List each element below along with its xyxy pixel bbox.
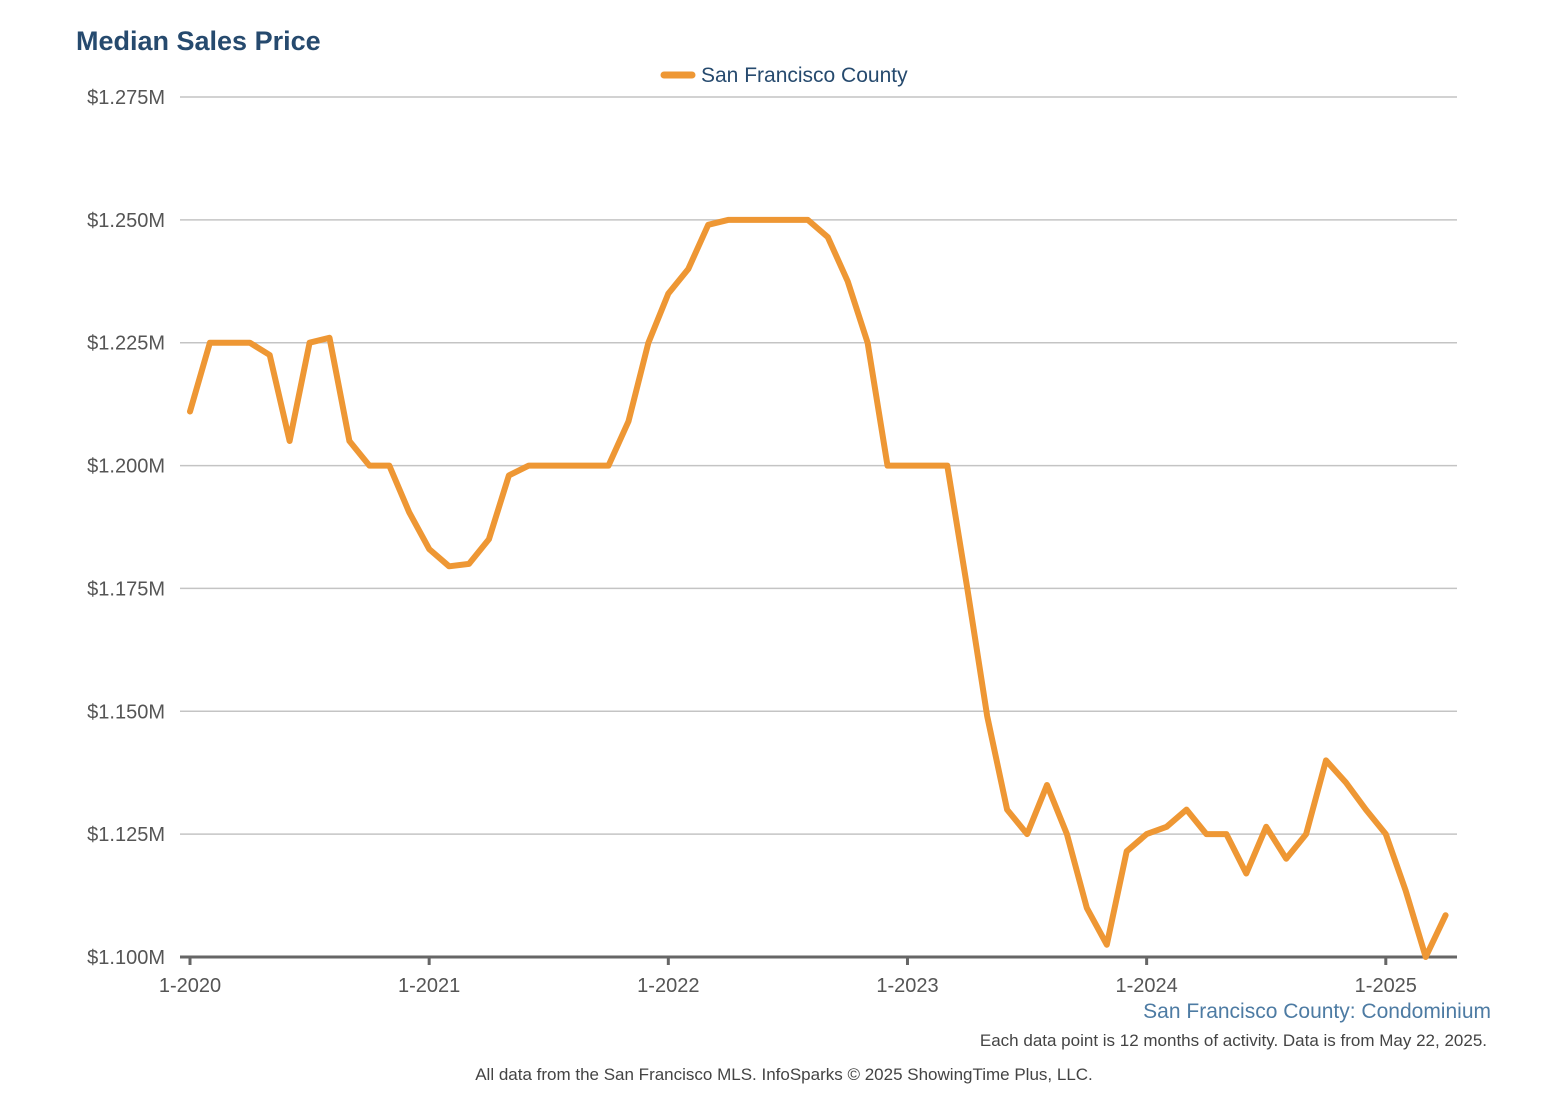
y-tick-label: $1.200M bbox=[87, 456, 165, 478]
data-point[interactable] bbox=[784, 216, 792, 224]
data-point[interactable] bbox=[1282, 855, 1290, 863]
data-point[interactable] bbox=[1322, 756, 1330, 764]
footer-source: All data from the San Francisco MLS. Inf… bbox=[475, 1065, 1093, 1084]
data-point[interactable] bbox=[1402, 887, 1410, 895]
data-point[interactable] bbox=[864, 339, 872, 347]
data-point[interactable] bbox=[943, 462, 951, 470]
data-point[interactable] bbox=[664, 290, 672, 298]
y-tick-label: $1.175M bbox=[87, 578, 165, 600]
data-point[interactable] bbox=[1163, 823, 1171, 831]
x-tick-label: 1-2021 bbox=[398, 975, 460, 997]
y-tick-label: $1.225M bbox=[87, 333, 165, 355]
data-point[interactable] bbox=[545, 462, 553, 470]
data-point[interactable] bbox=[345, 437, 353, 445]
data-point[interactable] bbox=[844, 277, 852, 285]
y-tick-label: $1.100M bbox=[87, 947, 165, 969]
data-point[interactable] bbox=[1183, 806, 1191, 814]
data-point[interactable] bbox=[425, 545, 433, 553]
data-point[interactable] bbox=[585, 462, 593, 470]
data-point[interactable] bbox=[206, 339, 214, 347]
data-point[interactable] bbox=[764, 216, 772, 224]
data-point[interactable] bbox=[1202, 830, 1210, 838]
series-layer bbox=[187, 216, 1449, 960]
data-point[interactable] bbox=[1003, 806, 1011, 814]
data-point[interactable] bbox=[1342, 779, 1350, 787]
data-point[interactable] bbox=[405, 508, 413, 516]
data-point[interactable] bbox=[1362, 806, 1370, 814]
data-point[interactable] bbox=[644, 339, 652, 347]
data-point[interactable] bbox=[365, 462, 373, 470]
y-axis-ticks: $1.100M $1.125M $1.150M $1.175M $1.200M $1.22… bbox=[87, 87, 165, 969]
legend[interactable]: San Francisco County bbox=[660, 64, 908, 87]
x-axis: 1-2020 1-2021 1-2022 1-2023 1-2024 1-2025 bbox=[159, 955, 1457, 997]
data-point[interactable] bbox=[445, 562, 453, 570]
data-point[interactable] bbox=[1143, 830, 1151, 838]
data-point[interactable] bbox=[605, 462, 613, 470]
data-point[interactable] bbox=[804, 216, 812, 224]
data-point[interactable] bbox=[266, 351, 274, 359]
data-point[interactable] bbox=[525, 462, 533, 470]
data-point[interactable] bbox=[1262, 823, 1270, 831]
footer-subtitle: San Francisco County: Condominium bbox=[1143, 1000, 1491, 1023]
data-point[interactable] bbox=[1023, 830, 1031, 838]
data-point[interactable] bbox=[186, 408, 194, 416]
data-point[interactable] bbox=[1422, 953, 1430, 961]
chart-title: Median Sales Price bbox=[76, 26, 321, 56]
data-point[interactable] bbox=[963, 584, 971, 592]
x-tick-label: 1-2025 bbox=[1355, 975, 1417, 997]
legend-label: San Francisco County bbox=[701, 64, 908, 87]
data-point[interactable] bbox=[465, 560, 473, 568]
footer-note: Each data point is 12 months of activity… bbox=[980, 1031, 1487, 1050]
data-point[interactable] bbox=[625, 417, 633, 425]
data-point[interactable] bbox=[306, 339, 314, 347]
data-point[interactable] bbox=[565, 462, 573, 470]
data-point[interactable] bbox=[286, 437, 294, 445]
data-point[interactable] bbox=[1043, 781, 1051, 789]
x-tick-label: 1-2023 bbox=[876, 975, 938, 997]
data-point[interactable] bbox=[684, 265, 692, 273]
data-point[interactable] bbox=[744, 216, 752, 224]
data-point[interactable] bbox=[1442, 911, 1450, 919]
data-point[interactable] bbox=[1063, 830, 1071, 838]
data-point[interactable] bbox=[1382, 830, 1390, 838]
data-point[interactable] bbox=[704, 221, 712, 229]
data-point[interactable] bbox=[1222, 830, 1230, 838]
data-point[interactable] bbox=[1302, 830, 1310, 838]
data-point[interactable] bbox=[824, 233, 832, 241]
data-point[interactable] bbox=[246, 339, 254, 347]
y-tick-label: $1.250M bbox=[87, 210, 165, 232]
data-point[interactable] bbox=[1083, 904, 1091, 912]
data-point[interactable] bbox=[983, 712, 991, 720]
data-point[interactable] bbox=[226, 339, 234, 347]
series-line-san-francisco-county[interactable] bbox=[187, 216, 1449, 960]
data-point[interactable] bbox=[724, 216, 732, 224]
data-point[interactable] bbox=[385, 462, 393, 470]
y-tick-label: $1.275M bbox=[87, 87, 165, 109]
data-point[interactable] bbox=[1103, 941, 1111, 949]
data-point[interactable] bbox=[326, 334, 334, 342]
data-point[interactable] bbox=[485, 535, 493, 543]
data-point[interactable] bbox=[505, 471, 513, 479]
data-point[interactable] bbox=[904, 462, 912, 470]
x-tick-label: 1-2024 bbox=[1115, 975, 1177, 997]
x-tick-label: 1-2022 bbox=[637, 975, 699, 997]
x-tick-label: 1-2020 bbox=[159, 975, 221, 997]
gridlines bbox=[180, 96, 1457, 835]
data-point[interactable] bbox=[1242, 870, 1250, 878]
y-tick-label: $1.125M bbox=[87, 824, 165, 846]
y-tick-label: $1.150M bbox=[87, 701, 165, 723]
data-point[interactable] bbox=[923, 462, 931, 470]
data-point[interactable] bbox=[884, 462, 892, 470]
data-point[interactable] bbox=[1123, 847, 1131, 855]
